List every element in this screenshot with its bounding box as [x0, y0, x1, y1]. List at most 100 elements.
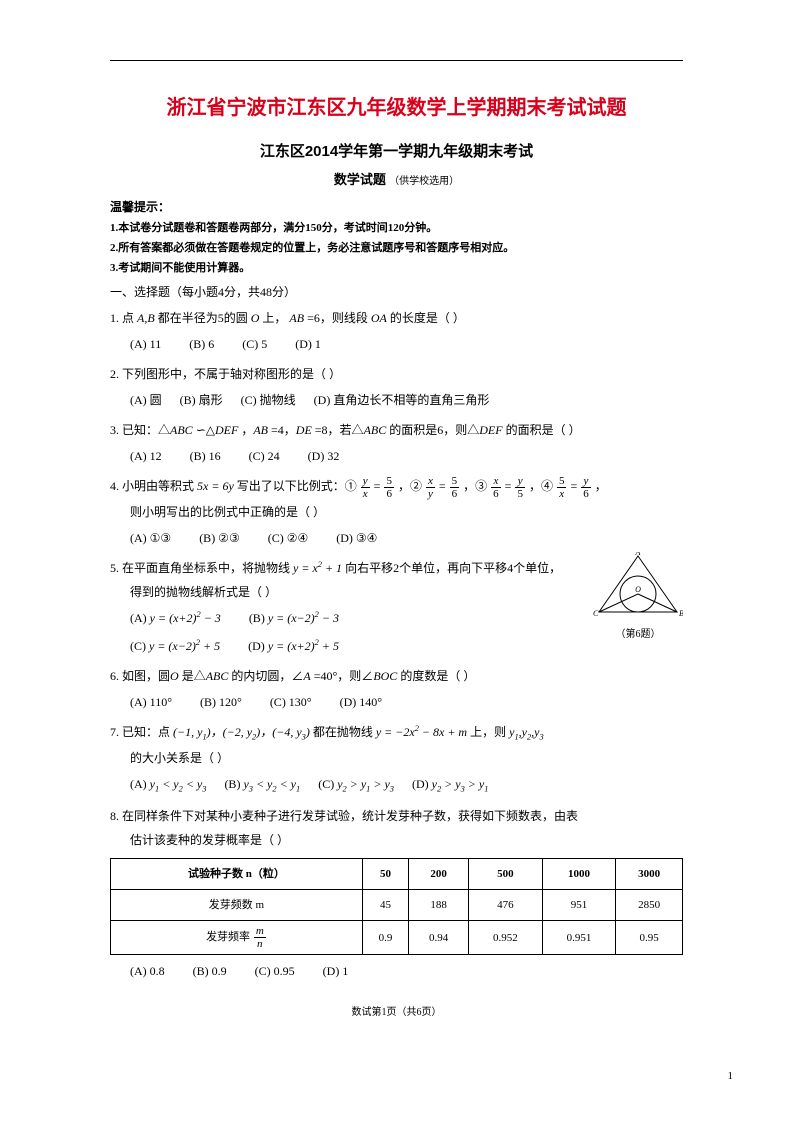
question-4: 4. 小明由等积式 5x = 6y 写出了以下比例式：① yx = 56 ，② … — [110, 474, 683, 550]
sub-title: 江东区2014学年第一学期九年级期末考试 — [110, 140, 683, 161]
q7-text-c: 上，则 — [470, 725, 506, 739]
q8-opt-c: (C) 0.95 — [255, 959, 295, 983]
q1-text-d: =6，则线段 — [307, 311, 368, 325]
subject-line: 数学试题 （供学校选用） — [110, 169, 683, 188]
top-rule — [110, 60, 683, 61]
q5-text-b: 向右平移2个单位，再向下平移4个单位， — [345, 561, 561, 575]
q4-text-e: ，④ — [529, 479, 553, 493]
th-3: 500 — [469, 859, 543, 890]
q1-var-o: O — [251, 311, 260, 325]
q3-text-d: =4， — [271, 423, 296, 437]
q3-text-f: 的面积是6，则△ — [389, 423, 479, 437]
q7-opt-b: (B) y3 < y2 < y1 — [224, 772, 300, 798]
q5-text-a: 5. 在平面直角坐标系中，将抛物线 — [110, 561, 290, 575]
subject: 数学试题 — [334, 172, 386, 187]
frequency-table: 试验种子数 n（粒） 50 200 500 1000 3000 发芽频数 m 4… — [110, 858, 683, 955]
q2-opt-a: (A) 圆 — [130, 388, 162, 412]
q6-opt-a: (A) 110° — [130, 690, 172, 714]
question-3: 3. 已知：△ABC ∽△DEF ，AB =4，DE =8，若△ABC 的面积是… — [110, 418, 683, 468]
q4-opt-d: (D) ③④ — [336, 526, 377, 550]
q3-text-b: ∽△ — [196, 423, 215, 437]
q4-text-g: 则小明写出的比例式中正确的是（ ） — [110, 500, 683, 524]
r1c0: 发芽频数 m — [111, 890, 363, 921]
question-8: 8. 在同样条件下对某种小麦种子进行发芽试验，统计发芽种子数，获得如下频数表，由… — [110, 804, 683, 983]
th-5: 3000 — [616, 859, 683, 890]
q3-opt-a: (A) 12 — [130, 444, 162, 468]
figure-6-caption: （第6题） — [593, 625, 683, 640]
q7-opt-c: (C) y2 > y1 > y3 — [318, 772, 394, 798]
main-title: 浙江省宁波市江东区九年级数学上学期期末考试试题 — [110, 91, 683, 120]
q3-text-c: ， — [241, 423, 253, 437]
q3-opt-b: (B) 16 — [190, 444, 221, 468]
q8-text-a: 8. 在同样条件下对某种小麦种子进行发芽试验，统计发芽种子数，获得如下频数表，由… — [110, 809, 578, 823]
svg-text:C: C — [593, 609, 599, 618]
r2c1: 0.9 — [362, 921, 408, 955]
tip-3: 3.考试期间不能使用计算器。 — [110, 259, 683, 275]
q1-var-ab: A,B — [137, 311, 155, 325]
q1-text-b: 都在半径为5的圆 — [158, 311, 248, 325]
svg-text:B: B — [679, 609, 683, 618]
r1c2: 188 — [409, 890, 469, 921]
tip-2: 2.所有答案都必须做在答题卷规定的位置上，务必注意试题序号和答题序号相对应。 — [110, 239, 683, 255]
q7-opt-d: (D) y2 > y3 > y1 — [412, 772, 488, 798]
r2c5: 0.95 — [616, 921, 683, 955]
q2-text: 2. 下列图形中，不属于轴对称图形的是（ ） — [110, 367, 341, 381]
page-number: 1 — [728, 1070, 734, 1082]
figure-6: A B C O （第6题） — [593, 552, 683, 640]
svg-text:A: A — [635, 552, 641, 557]
triangle-inscribed-circle-icon: A B C O — [593, 552, 683, 622]
q1-opt-c: (C) 5 — [242, 332, 267, 356]
q7-text-d: 的大小关系是（ ） — [110, 746, 683, 770]
q7-opt-a: (A) y1 < y2 < y3 — [130, 772, 206, 798]
q1-text-a: 1. 点 — [110, 311, 134, 325]
q4-opt-a: (A) ①③ — [130, 526, 171, 550]
q3-text-e: =8，若△ — [315, 423, 364, 437]
q1-opt-b: (B) 6 — [189, 332, 214, 356]
th-2: 200 — [409, 859, 469, 890]
r1c3: 476 — [469, 890, 543, 921]
svg-text:O: O — [635, 585, 641, 594]
th-1: 50 — [362, 859, 408, 890]
q1-opt-a: (A) 11 — [130, 332, 161, 356]
question-2: 2. 下列图形中，不属于轴对称图形的是（ ） (A) 圆 (B) 扇形 (C) … — [110, 362, 683, 412]
q1-var-ab2: AB — [289, 311, 304, 325]
th-0: 试验种子数 n（粒） — [111, 859, 363, 890]
q4-text-d: ，③ — [463, 479, 487, 493]
q6-text-c: 的内切圆，∠ — [231, 669, 303, 683]
r2c0: 发芽频率 mn — [111, 921, 363, 955]
q4-text-a: 4. 小明由等积式 — [110, 479, 194, 493]
r2c3: 0.952 — [469, 921, 543, 955]
q4-text-c: ，② — [398, 479, 422, 493]
q1-var-oa: OA — [371, 311, 387, 325]
table-row-1: 发芽频数 m 45 188 476 951 2850 — [111, 890, 683, 921]
q5-opt-b: (B) y = (x−2)2 − 3 — [249, 606, 339, 630]
question-6: 6. 如图，圆O 是△ABC 的内切圆，∠A =40°，则∠BOC 的度数是（ … — [110, 664, 683, 714]
q5-opt-d: (D) y = (x+2)2 + 5 — [248, 634, 339, 658]
q6-opt-c: (C) 130° — [270, 690, 312, 714]
q6-opt-d: (D) 140° — [340, 690, 382, 714]
table-row-2: 发芽频率 mn 0.9 0.94 0.952 0.951 0.95 — [111, 921, 683, 955]
page-footer: 数试第1页（共6页） — [110, 1003, 683, 1018]
q5-opt-c: (C) y = (x−2)2 + 5 — [130, 634, 220, 658]
q6-text-e: 的度数是（ ） — [400, 669, 475, 683]
r2c4: 0.951 — [542, 921, 616, 955]
q8-text-b: 估计该麦种的发芽概率是（ ） — [110, 828, 683, 852]
q7-text-a: 7. 已知：点 — [110, 725, 170, 739]
q1-text-e: 的长度是（ ） — [390, 311, 465, 325]
q2-opt-d: (D) 直角边长不相等的直角三角形 — [314, 388, 490, 412]
q4-opt-b: (B) ②③ — [199, 526, 240, 550]
tip-1: 1.本试卷分试题卷和答题卷两部分，满分150分，考试时间120分钟。 — [110, 219, 683, 235]
th-4: 1000 — [542, 859, 616, 890]
q5-opt-a: (A) y = (x+2)2 − 3 — [130, 606, 221, 630]
q8-opt-a: (A) 0.8 — [130, 959, 165, 983]
q2-opt-c: (C) 抛物线 — [241, 388, 296, 412]
r1c5: 2850 — [616, 890, 683, 921]
q4-text-f: ， — [595, 479, 607, 493]
tips-head: 温馨提示： — [110, 198, 683, 215]
q3-text-g: 的面积是（ ） — [506, 423, 581, 437]
q6-text-b: 是△ — [182, 669, 206, 683]
q8-opt-b: (B) 0.9 — [193, 959, 227, 983]
r1c1: 45 — [362, 890, 408, 921]
r1c4: 951 — [542, 890, 616, 921]
exam-page: 浙江省宁波市江东区九年级数学上学期期末考试试题 江东区2014学年第一学期九年级… — [0, 0, 793, 1122]
